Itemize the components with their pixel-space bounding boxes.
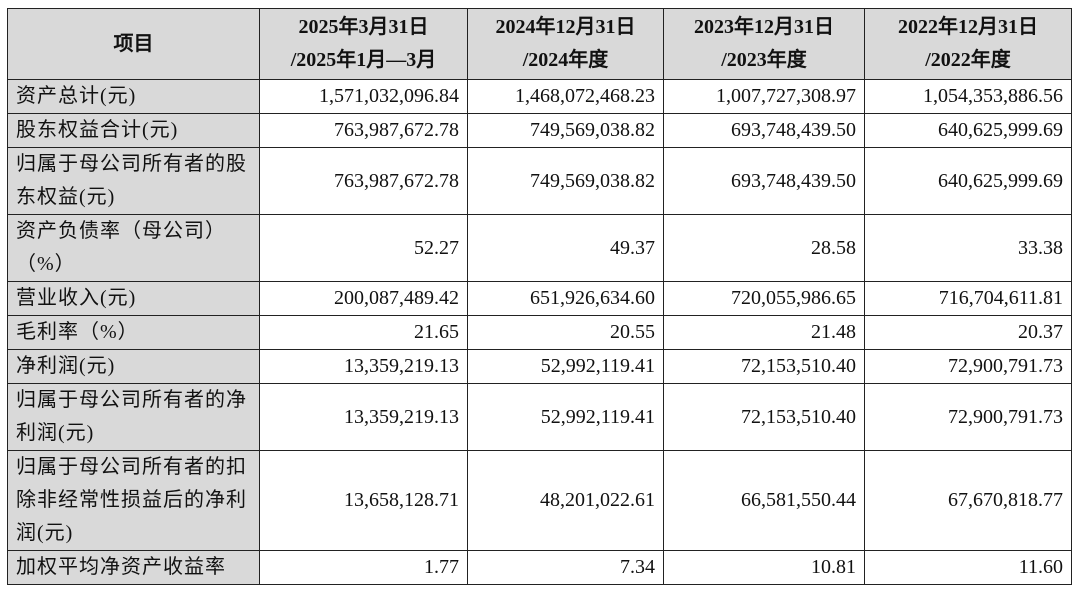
header-col-2024: 2024年12月31日 /2024年度 <box>467 8 664 80</box>
header-col-period: /2025年1月—3月 <box>290 49 437 71</box>
row-value: 7.34 <box>467 550 664 585</box>
row-value: 720,055,986.65 <box>663 281 865 316</box>
row-label: 净利润(元) <box>7 349 260 384</box>
row-value: 11.60 <box>864 550 1072 585</box>
row-value: 10.81 <box>663 550 865 585</box>
row-value: 52,992,119.41 <box>467 383 664 451</box>
row-label: 资产负债率（母公司）（%） <box>7 214 260 282</box>
row-value: 200,087,489.42 <box>259 281 468 316</box>
table-row: 净利润(元) 13,359,219.13 52,992,119.41 72,15… <box>7 349 1072 384</box>
header-col-period: /2023年度 <box>721 49 807 71</box>
row-label: 毛利率（%） <box>7 315 260 350</box>
row-value: 13,658,128.71 <box>259 450 468 551</box>
row-value: 651,926,634.60 <box>467 281 664 316</box>
row-value: 72,153,510.40 <box>663 349 865 384</box>
table-row: 股东权益合计(元) 763,987,672.78 749,569,038.82 … <box>7 113 1072 148</box>
row-value: 1,007,727,308.97 <box>663 79 865 114</box>
row-value: 693,748,439.50 <box>663 147 865 215</box>
row-value: 749,569,038.82 <box>467 147 664 215</box>
row-value: 52,992,119.41 <box>467 349 664 384</box>
row-value: 66,581,550.44 <box>663 450 865 551</box>
row-value: 49.37 <box>467 214 664 282</box>
header-col-date: 2024年12月31日 <box>495 16 636 38</box>
row-value: 20.37 <box>864 315 1072 350</box>
header-col-date: 2025年3月31日 <box>298 16 429 38</box>
header-col-2022: 2022年12月31日 /2022年度 <box>864 8 1072 80</box>
row-label: 股东权益合计(元) <box>7 113 260 148</box>
row-value: 72,153,510.40 <box>663 383 865 451</box>
table-header-row: 项目 2025年3月31日 /2025年1月—3月 2024年12月31日 /2… <box>7 8 1072 80</box>
row-value: 13,359,219.13 <box>259 349 468 384</box>
row-value: 1.77 <box>259 550 468 585</box>
table-row: 归属于母公司所有者的扣除非经常性损益后的净利润(元) 13,658,128.71… <box>7 450 1072 551</box>
row-label: 加权平均净资产收益率 <box>7 550 260 585</box>
table-row: 毛利率（%） 21.65 20.55 21.48 20.37 <box>7 315 1072 350</box>
row-value: 21.48 <box>663 315 865 350</box>
row-value: 763,987,672.78 <box>259 113 468 148</box>
row-value: 640,625,999.69 <box>864 113 1072 148</box>
header-col-2025q1: 2025年3月31日 /2025年1月—3月 <box>259 8 468 80</box>
row-value: 716,704,611.81 <box>864 281 1072 316</box>
header-item: 项目 <box>7 8 260 80</box>
row-label: 资产总计(元) <box>7 79 260 114</box>
row-value: 20.55 <box>467 315 664 350</box>
financial-summary-table: 项目 2025年3月31日 /2025年1月—3月 2024年12月31日 /2… <box>7 8 1072 585</box>
row-value: 1,571,032,096.84 <box>259 79 468 114</box>
header-col-period: /2024年度 <box>522 49 609 71</box>
row-value: 763,987,672.78 <box>259 147 468 215</box>
row-label: 归属于母公司所有者的股东权益(元) <box>7 147 260 215</box>
row-label: 归属于母公司所有者的扣除非经常性损益后的净利润(元) <box>7 450 260 551</box>
row-value: 28.58 <box>663 214 865 282</box>
row-value: 52.27 <box>259 214 468 282</box>
row-value: 21.65 <box>259 315 468 350</box>
table-row: 资产负债率（母公司）（%） 52.27 49.37 28.58 33.38 <box>7 214 1072 282</box>
row-value: 13,359,219.13 <box>259 383 468 451</box>
table-row: 加权平均净资产收益率 1.77 7.34 10.81 11.60 <box>7 550 1072 585</box>
table-row: 归属于母公司所有者的股东权益(元) 763,987,672.78 749,569… <box>7 147 1072 215</box>
row-value: 640,625,999.69 <box>864 147 1072 215</box>
row-label: 归属于母公司所有者的净利润(元) <box>7 383 260 451</box>
row-value: 33.38 <box>864 214 1072 282</box>
row-value: 72,900,791.73 <box>864 349 1072 384</box>
table-row: 资产总计(元) 1,571,032,096.84 1,468,072,468.2… <box>7 79 1072 114</box>
row-value: 48,201,022.61 <box>467 450 664 551</box>
row-value: 72,900,791.73 <box>864 383 1072 451</box>
row-value: 1,468,072,468.23 <box>467 79 664 114</box>
row-label: 营业收入(元) <box>7 281 260 316</box>
row-value: 693,748,439.50 <box>663 113 865 148</box>
table-row: 营业收入(元) 200,087,489.42 651,926,634.60 72… <box>7 281 1072 316</box>
header-col-date: 2023年12月31日 <box>694 16 834 38</box>
header-col-period: /2022年度 <box>925 49 1011 71</box>
header-col-date: 2022年12月31日 <box>898 16 1038 38</box>
financial-table-container: 项目 2025年3月31日 /2025年1月—3月 2024年12月31日 /2… <box>7 8 1072 585</box>
header-col-2023: 2023年12月31日 /2023年度 <box>663 8 865 80</box>
row-value: 1,054,353,886.56 <box>864 79 1072 114</box>
row-value: 67,670,818.77 <box>864 450 1072 551</box>
row-value: 749,569,038.82 <box>467 113 664 148</box>
table-row: 归属于母公司所有者的净利润(元) 13,359,219.13 52,992,11… <box>7 383 1072 451</box>
